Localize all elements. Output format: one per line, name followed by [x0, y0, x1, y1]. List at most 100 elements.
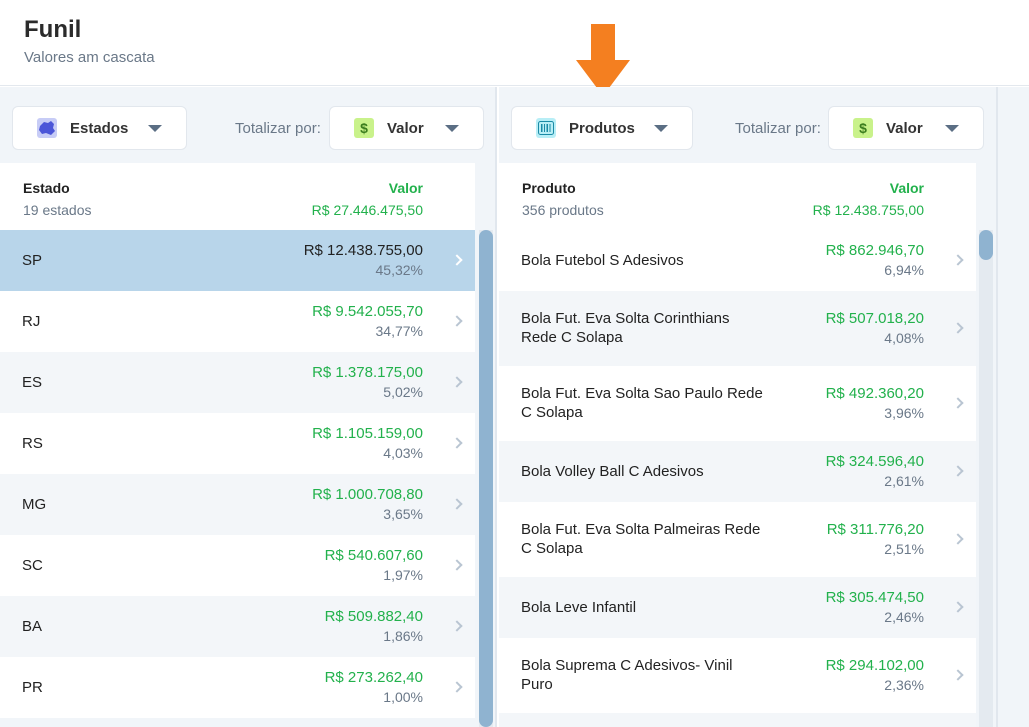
- chevron-right-icon: [952, 465, 964, 477]
- chevron-down-icon: [654, 125, 668, 132]
- right-value-title: Valor: [889, 180, 924, 196]
- chevron-right-icon: [952, 533, 964, 545]
- left-value-title: Valor: [388, 180, 423, 196]
- list-item-label: SC: [22, 557, 43, 574]
- chevron-right-icon: [451, 620, 463, 632]
- list-item-value: R$ 509.882,40: [324, 608, 423, 625]
- list-item-label: PR: [22, 679, 43, 696]
- right-metric-label: Valor: [886, 119, 923, 137]
- list-item-value: R$ 862.946,70: [825, 242, 924, 259]
- list-item-percent: 2,51%: [884, 541, 924, 557]
- list-item-value: R$ 324.596,40: [825, 453, 924, 470]
- list-item-percent: 2,61%: [884, 473, 924, 489]
- list-item-product[interactable]: Bola Fut. Eva Solta Sao Paulo Rede C Sol…: [499, 366, 976, 441]
- left-list-title: Estado: [23, 180, 70, 196]
- list-item-product[interactable]: Bola Fut. Eva Solta Corinthians Rede C S…: [499, 291, 976, 366]
- chevron-down-icon: [945, 125, 959, 132]
- list-item-value: R$ 1.378.175,00: [312, 364, 423, 381]
- chevron-right-icon: [451, 315, 463, 327]
- list-item-pr[interactable]: PR R$ 273.262,40 1,00%: [0, 657, 475, 718]
- right-list-count: 356 produtos: [522, 202, 604, 218]
- list-item-percent: 1,00%: [383, 689, 423, 705]
- list-item-mg[interactable]: MG R$ 1.000.708,80 3,65%: [0, 474, 475, 535]
- list-item-percent: 3,65%: [383, 506, 423, 522]
- list-item-value: R$ 12.438.755,00: [303, 242, 423, 259]
- right-dimension-dropdown[interactable]: Produtos: [511, 106, 693, 150]
- list-item-percent: 34,77%: [375, 323, 423, 339]
- chevron-right-icon: [451, 498, 463, 510]
- left-toolbar: Estados Totalizar por: $ Valor: [0, 87, 495, 163]
- list-item-es[interactable]: ES R$ 1.378.175,00 5,02%: [0, 352, 475, 413]
- list-item-value: R$ 305.474,50: [825, 589, 924, 606]
- list-item-product[interactable]: Bola Volley Ball C Adesivos R$ 324.596,4…: [499, 441, 976, 502]
- list-item-value: R$ 294.102,00: [825, 657, 924, 674]
- list-item-rs[interactable]: RS R$ 1.105.159,00 4,03%: [0, 413, 475, 474]
- chevron-right-icon: [952, 601, 964, 613]
- list-item-value: R$ 9.542.055,70: [312, 303, 423, 320]
- list-item-ba[interactable]: BA R$ 509.882,40 1,86%: [0, 596, 475, 657]
- right-scrollbar[interactable]: [979, 230, 993, 727]
- right-list-title: Produto: [522, 180, 576, 196]
- page-subtitle: Valores am cascata: [24, 49, 155, 66]
- list-item-product[interactable]: Bola Futebol S Adesivos R$ 862.946,70 6,…: [499, 230, 976, 291]
- left-total-value: R$ 27.446.475,50: [311, 202, 423, 218]
- list-item-label: RS: [22, 435, 43, 452]
- page-title: Funil: [24, 16, 82, 43]
- dollar-icon: $: [354, 118, 374, 138]
- list-item-percent: 1,86%: [383, 628, 423, 644]
- list-item-sc[interactable]: SC R$ 540.607,60 1,97%: [0, 535, 475, 596]
- list-item-product[interactable]: [499, 713, 976, 727]
- list-item-label: Bola Suprema C Adesivos- Vinil Puro: [521, 657, 733, 693]
- chevron-right-icon: [952, 322, 964, 334]
- chevron-right-icon: [952, 397, 964, 409]
- chevron-down-icon: [445, 125, 459, 132]
- list-item-label: Bola Fut. Eva Solta Palmeiras Rede C Sol…: [521, 521, 761, 557]
- list-item-value: R$ 507.018,20: [825, 310, 924, 327]
- list-item-value: R$ 311.776,20: [826, 521, 924, 538]
- next-funnel-column: [998, 87, 1029, 727]
- list-item-value: R$ 492.360,20: [825, 385, 924, 402]
- left-list-header: Estado 19 estados Valor R$ 27.446.475,50: [0, 163, 475, 230]
- list-item-product[interactable]: Bola Suprema C Adesivos- Vinil Puro R$ 2…: [499, 638, 976, 713]
- chevron-right-icon: [952, 669, 964, 681]
- left-scrollbar[interactable]: [479, 230, 493, 727]
- list-item-label: Bola Futebol S Adesivos: [521, 252, 684, 269]
- list-item-value: R$ 1.000.708,80: [312, 486, 423, 503]
- right-metric-dropdown[interactable]: $ Valor: [828, 106, 984, 150]
- list-item-percent: 2,36%: [884, 677, 924, 693]
- list-item-percent: 6,94%: [884, 262, 924, 278]
- list-item-label: RJ: [22, 313, 41, 330]
- left-funnel-column: Estados Totalizar por: $ Valor Estado 19…: [0, 87, 497, 727]
- list-item-label: MG: [22, 496, 47, 513]
- right-total-value: R$ 12.438.755,00: [812, 202, 924, 218]
- list-item-label: Bola Leve Infantil: [521, 599, 637, 616]
- list-item-label: Bola Fut. Eva Solta Sao Paulo Rede C Sol…: [521, 385, 763, 421]
- right-dimension-label: Produtos: [569, 119, 635, 137]
- chevron-right-icon: [952, 254, 964, 266]
- list-item-product[interactable]: Bola Leve Infantil R$ 305.474,50 2,46%: [499, 577, 976, 638]
- left-dimension-label: Estados: [70, 119, 129, 137]
- left-dimension-dropdown[interactable]: Estados: [12, 106, 187, 150]
- list-item-label: BA: [22, 618, 43, 635]
- chevron-right-icon: [451, 681, 463, 693]
- left-totalizar-label: Totalizar por:: [235, 120, 321, 137]
- left-metric-dropdown[interactable]: $ Valor: [329, 106, 484, 150]
- list-item-value: R$ 1.105.159,00: [312, 425, 423, 442]
- page-header: Funil Valores am cascata: [0, 0, 1029, 86]
- list-item-value: R$ 273.262,40: [324, 669, 423, 686]
- list-item-rj[interactable]: RJ R$ 9.542.055,70 34,77%: [0, 291, 475, 352]
- left-scrollbar-thumb[interactable]: [479, 230, 493, 727]
- list-item-product[interactable]: Bola Fut. Eva Solta Palmeiras Rede C Sol…: [499, 502, 976, 577]
- right-toolbar: Produtos Totalizar por: $ Valor: [499, 87, 996, 163]
- right-scrollbar-thumb[interactable]: [979, 230, 993, 260]
- list-item-label: Bola Fut. Eva Solta Corinthians Rede C S…: [521, 310, 730, 346]
- chevron-right-icon: [451, 254, 463, 266]
- chevron-down-icon: [148, 125, 162, 132]
- barcode-icon: [536, 118, 556, 138]
- list-item-percent: 1,97%: [383, 567, 423, 583]
- list-item-sp[interactable]: SP R$ 12.438.755,00 45,32%: [0, 230, 475, 291]
- list-item-percent: 2,46%: [884, 609, 924, 625]
- map-icon: [37, 118, 57, 138]
- list-item-value: R$ 540.607,60: [324, 547, 423, 564]
- dollar-icon: $: [853, 118, 873, 138]
